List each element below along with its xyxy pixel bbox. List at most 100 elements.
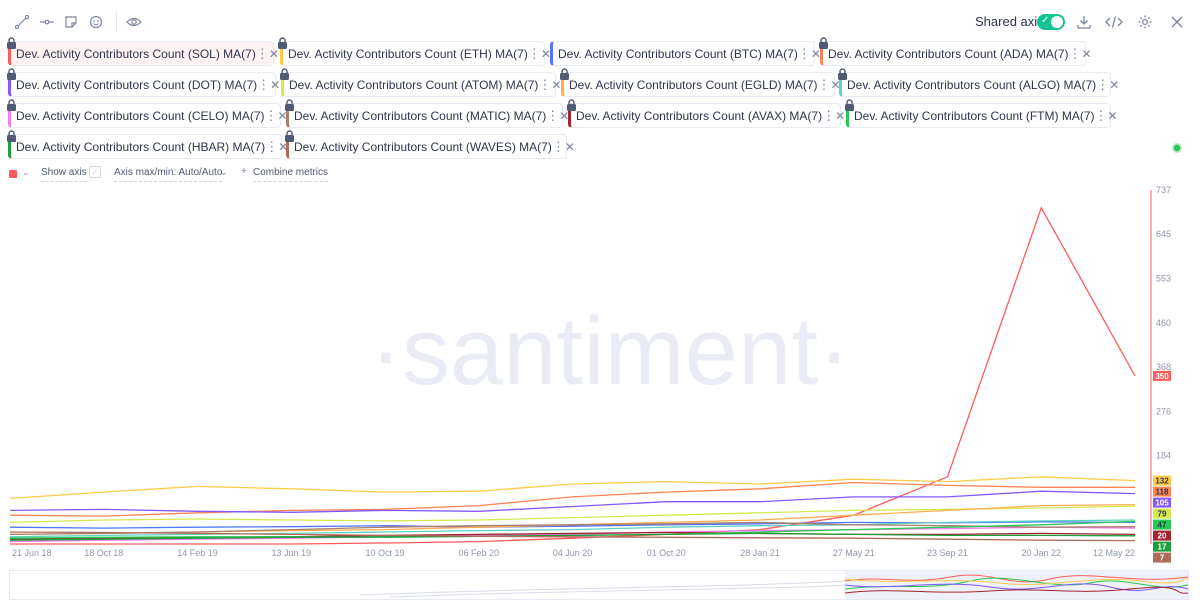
time-navigator[interactable]	[9, 570, 1189, 600]
remove-icon[interactable]: ✕	[1107, 108, 1118, 123]
metric-label: Dev. Activity Contributors Count (ALGO) …	[847, 77, 1097, 92]
remove-icon[interactable]: ✕	[1081, 46, 1092, 61]
series-line-0	[10, 206, 1136, 545]
combine-metrics-button[interactable]: Combine metrics	[253, 167, 329, 182]
metric-chip-eth[interactable]: Dev. Activity Contributors Count (ETH) M…	[280, 41, 551, 66]
series-line-1	[9, 476, 1136, 500]
more-icon[interactable]: ⋮	[1094, 107, 1108, 123]
more-icon[interactable]: ⋮	[822, 107, 836, 123]
remove-icon[interactable]: ✕	[559, 108, 570, 123]
remove-icon[interactable]: ✕	[835, 108, 846, 123]
more-icon[interactable]: ⋮	[257, 76, 271, 92]
more-icon[interactable]: ⋮	[527, 45, 541, 61]
emoji-icon[interactable]	[86, 12, 106, 32]
more-icon[interactable]: ⋮	[264, 107, 278, 123]
lock-icon	[278, 37, 287, 49]
download-icon[interactable]	[1074, 12, 1094, 32]
last-value-badge	[1153, 519, 1171, 530]
chevron-down-icon[interactable]: ⌄	[220, 167, 228, 177]
last-value-badge	[1153, 370, 1171, 381]
remove-icon[interactable]: ✕	[540, 46, 551, 61]
metric-chip-sol[interactable]: Dev. Activity Contributors Count (SOL) M…	[8, 41, 279, 66]
series-line-9	[9, 521, 1136, 536]
lock-icon	[7, 37, 16, 49]
color-square-icon[interactable]	[9, 170, 17, 178]
remove-icon[interactable]: ✕	[551, 77, 562, 92]
metric-chip-egld[interactable]: Dev. Activity Contributors Count (EGLD) …	[561, 72, 841, 97]
horizontal-ray-icon[interactable]	[37, 12, 57, 32]
close-icon[interactable]	[1167, 12, 1187, 32]
eye-icon[interactable]	[124, 12, 144, 32]
last-value-label: 17	[1158, 543, 1167, 552]
more-icon[interactable]: ⋮	[1096, 76, 1110, 92]
metric-label: Dev. Activity Contributors Count (ATOM) …	[289, 77, 539, 92]
more-icon[interactable]: ⋮	[265, 138, 279, 154]
more-icon[interactable]: ⋮	[1068, 45, 1082, 61]
more-icon[interactable]: ⋮	[797, 45, 811, 61]
x-tick-label: 18 Oct 18	[84, 548, 123, 558]
embed-code-icon[interactable]	[1104, 12, 1124, 32]
check-icon: ✓	[1041, 15, 1050, 26]
y-tick-label: 737	[1156, 185, 1171, 195]
line-chart[interactable]: ·santiment· 737 645 553 460 368 276 184 21 Jun…	[0, 184, 1200, 574]
plus-icon[interactable]: +	[241, 166, 247, 177]
remove-icon[interactable]: ✕	[278, 139, 289, 154]
metric-chip-matic[interactable]: Dev. Activity Contributors Count (MATIC)…	[286, 103, 569, 128]
show-axis-checkbox[interactable]: ✓	[89, 166, 101, 178]
shared-axis-label: Shared axis	[975, 14, 1044, 29]
last-value-label: 105	[1155, 499, 1169, 508]
remove-icon[interactable]: ✕	[1109, 77, 1120, 92]
last-value-badge	[1153, 475, 1171, 486]
toolbar-divider	[116, 12, 117, 32]
x-tick-labels: 21 Jun 18 18 Oct 18 14 Feb 19 13 Jun 19 10 O…	[12, 548, 1135, 558]
lock-icon	[7, 68, 16, 80]
lock-icon	[845, 99, 854, 111]
series-line-8	[9, 526, 1136, 543]
y-tick-label: 553	[1156, 273, 1171, 283]
more-icon[interactable]: ⋮	[546, 107, 560, 123]
show-axis-toggle[interactable]: Show axis	[41, 167, 87, 182]
chevron-down-icon[interactable]: ⌄	[22, 167, 30, 177]
metric-label: Dev. Activity Contributors Count (SOL) M…	[16, 46, 256, 61]
watermark: ·santiment·	[370, 298, 850, 405]
metric-chip-ftm[interactable]: Dev. Activity Contributors Count (FTM) M…	[846, 103, 1118, 128]
remove-icon[interactable]: ✕	[277, 108, 288, 123]
more-icon[interactable]: ⋮	[538, 76, 552, 92]
metric-chip-avax[interactable]: Dev. Activity Contributors Count (AVAX) …	[568, 103, 845, 128]
metric-chip-celo[interactable]: Dev. Activity Contributors Count (CELO) …	[8, 103, 288, 128]
shared-axis-toggle[interactable]: ✓	[1037, 14, 1065, 30]
remove-icon[interactable]: ✕	[810, 46, 821, 61]
y-tick-label: 645	[1156, 229, 1171, 239]
last-value-label: 350	[1155, 372, 1169, 381]
sticky-note-icon[interactable]	[61, 12, 81, 32]
y-tick-label: 460	[1156, 318, 1171, 328]
metric-label: Dev. Activity Contributors Count (DOT) M…	[16, 77, 258, 92]
metric-chip-algo[interactable]: Dev. Activity Contributors Count (ALGO) …	[839, 72, 1119, 97]
x-tick-label: 27 May 21	[833, 548, 875, 558]
lock-icon	[7, 99, 16, 111]
remove-icon[interactable]: ✕	[564, 139, 575, 154]
metric-label: Dev. Activity Contributors Count (MATIC)…	[294, 108, 547, 123]
metric-chip-hbar[interactable]: Dev. Activity Contributors Count (HBAR) …	[8, 134, 288, 159]
more-icon[interactable]: ⋮	[817, 76, 831, 92]
remove-icon[interactable]: ✕	[830, 77, 841, 92]
metric-chip-ada[interactable]: Dev. Activity Contributors Count (ADA) M…	[820, 41, 1092, 66]
metric-chip-btc[interactable]: Dev. Activity Contributors Count (BTC) M…	[550, 41, 821, 66]
remove-icon[interactable]: ✕	[268, 46, 279, 61]
y-tick-labels: 737 645 553 460 368 276 184	[1156, 185, 1171, 461]
x-tick-label: 23 Sep 21	[927, 548, 968, 558]
settings-icon[interactable]	[1135, 12, 1155, 32]
line-tool-icon[interactable]	[12, 12, 32, 32]
remove-icon[interactable]: ✕	[270, 77, 281, 92]
more-icon[interactable]: ⋮	[551, 138, 565, 154]
metric-chip-dot[interactable]: Dev. Activity Contributors Count (DOT) M…	[8, 72, 280, 97]
lock-icon	[285, 130, 294, 142]
metric-chip-atom[interactable]: Dev. Activity Contributors Count (ATOM) …	[281, 72, 561, 97]
x-tick-label: 01 Oct 20	[647, 548, 686, 558]
chart-toolbar: Shared axis ✓	[0, 0, 1200, 44]
more-icon[interactable]: ⋮	[255, 45, 269, 61]
metric-chip-waves[interactable]: Dev. Activity Contributors Count (WAVES)…	[286, 134, 575, 159]
axis-maxmin-dropdown[interactable]: Axis max/min: Auto/Auto	[114, 167, 223, 182]
series-line-4	[9, 490, 1136, 513]
last-value-label: 118	[1156, 488, 1169, 497]
